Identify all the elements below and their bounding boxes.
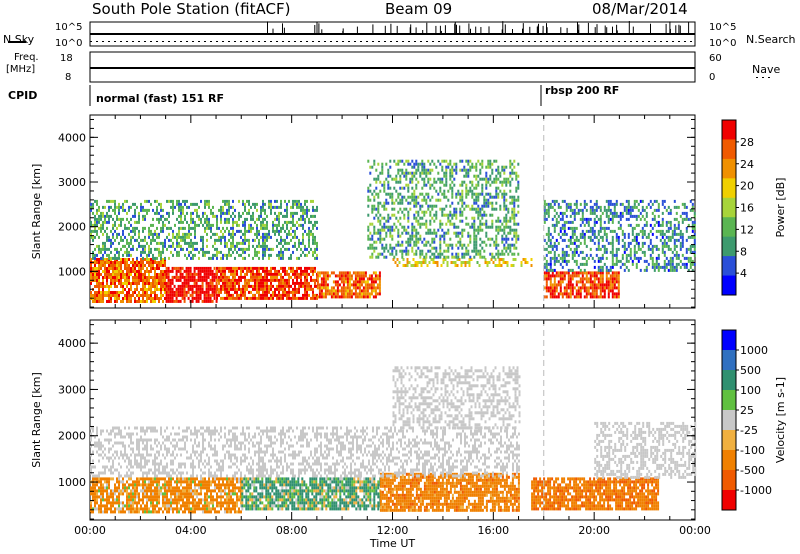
power-colorbar-swatch <box>722 275 736 296</box>
velocity-colorbar-swatch <box>722 490 736 511</box>
freq-label-line2: [MHz] <box>6 64 36 75</box>
velocity-colorbar-label: Velocity [m s-1] <box>774 377 787 463</box>
power-colorbar-tick: 28 <box>740 136 754 149</box>
velocity-colorbar-tick: 1000 <box>740 344 768 357</box>
freq-tick-high: 18 <box>60 53 73 64</box>
velocity-xtick-label: 20:00 <box>578 524 610 537</box>
velocity-echo-band <box>90 477 242 514</box>
velocity-colorbar-swatch <box>722 470 736 491</box>
velocity-ytick-label: 1000 <box>58 476 86 489</box>
velocity-colorbar-swatch <box>722 330 736 351</box>
nsearch-label: N.Search <box>746 33 796 46</box>
velocity-xtick-label: 00:00 <box>74 524 106 537</box>
power-echo-band <box>367 159 520 259</box>
velocity-colorbar-tick: -25 <box>740 424 758 437</box>
power-colorbar-swatch <box>722 120 736 140</box>
velocity-xtick-label: 00:00 <box>679 524 711 537</box>
nsearch-tick-high: 10^5 <box>709 22 737 33</box>
cpid-segment-1: normal (fast) 151 RF <box>96 92 224 105</box>
velocity-colorbar-tick: -100 <box>740 444 765 457</box>
power-colorbar-tick: 20 <box>740 180 754 193</box>
power-colorbar-swatch <box>722 217 736 238</box>
power-colorbar-swatch <box>722 256 736 277</box>
power-echo-band <box>543 199 696 272</box>
power-ytick-label: 4000 <box>58 131 86 144</box>
power-colorbar-swatch <box>722 178 736 199</box>
velocity-xtick-label: 08:00 <box>276 524 308 537</box>
nsky-tick-low: 10^0 <box>55 38 83 49</box>
velocity-colorbar-swatch <box>722 450 736 471</box>
velocity-colorbar-swatch <box>722 350 736 371</box>
power-ylabel: Slant Range [km] <box>30 164 43 260</box>
station-title: South Pole Station (fitACF) <box>92 0 291 18</box>
velocity-ytick-label: 4000 <box>58 337 86 350</box>
nave-legend-dots <box>754 77 774 79</box>
cpid-segment-2: rbsp 200 RF <box>545 84 620 97</box>
power-colorbar-label: Power [dB] <box>774 178 787 238</box>
power-ytick-label: 2000 <box>58 221 86 234</box>
noise-spikes <box>267 21 690 34</box>
power-colorbar-tick: 4 <box>740 267 747 280</box>
velocity-panel: 1000 2000 3000 4000 00:00 04:00 08:00 12:00 16:0… <box>30 319 711 550</box>
cpid-label: CPID <box>8 89 38 102</box>
velocity-colorbar-tick: 100 <box>740 384 761 397</box>
power-echo-band <box>90 199 318 260</box>
velocity-colorbar-tick: 500 <box>740 364 761 377</box>
velocity-colorbar-tick: 25 <box>740 404 754 417</box>
velocity-colorbar-tick: -500 <box>740 464 765 477</box>
nsearch-tick-low: 10^0 <box>709 38 737 49</box>
power-colorbar-tick: 24 <box>740 158 754 171</box>
date-title: 08/Mar/2014 <box>592 0 688 18</box>
velocity-colorbar-frame <box>721 329 737 511</box>
power-colorbar-tick: 8 <box>740 245 747 258</box>
velocity-colorbar-swatch <box>722 390 736 411</box>
power-colorbar-swatch <box>722 197 736 218</box>
nave-label: Nave <box>752 63 781 76</box>
power-panel: 1000 2000 3000 4000 Slant Range [km] <box>30 114 696 309</box>
freq-label-line1: Freq. <box>14 52 39 63</box>
velocity-xtick-label: 16:00 <box>477 524 509 537</box>
velocity-colorbar-tick: -1000 <box>740 484 772 497</box>
power-echo-band <box>90 258 166 303</box>
velocity-ylabel: Slant Range [km] <box>30 372 43 468</box>
nsky-tick-high: 10^5 <box>55 22 83 33</box>
velocity-colorbar-swatch <box>722 370 736 391</box>
velocity-ytick-label: 3000 <box>58 383 86 396</box>
power-colorbar: 28 24 20 16 12 8 4 Power [dB] <box>721 119 787 296</box>
velocity-xlabel: Time UT <box>369 537 415 550</box>
noise-search-trace <box>90 40 695 42</box>
power-colorbar-swatch <box>722 236 736 257</box>
power-echo-band <box>165 266 218 303</box>
velocity-ytick-label: 2000 <box>58 430 86 443</box>
velocity-colorbar-swatch <box>722 430 736 451</box>
velocity-echo-band <box>531 477 660 511</box>
velocity-xtick-label: 04:00 <box>175 524 207 537</box>
velocity-colorbar: 1000 500 100 25 -25 -100 -500 -1000 Velocity [m … <box>721 329 787 511</box>
power-colorbar-tick: 12 <box>740 223 754 236</box>
velocity-echoes <box>90 366 697 514</box>
velocity-echo-band <box>594 421 697 479</box>
velocity-echo-band <box>392 366 521 430</box>
velocity-echo-band <box>90 426 520 478</box>
power-echo-band <box>216 266 318 300</box>
velocity-xtick-label: 12:00 <box>377 524 409 537</box>
power-ytick-label: 1000 <box>58 265 86 278</box>
nave-tick-low: 0 <box>709 72 716 83</box>
nsearch-legend-dots <box>760 46 790 48</box>
power-ytick-label: 3000 <box>58 176 86 189</box>
power-echoes <box>90 159 696 303</box>
power-colorbar-tick: 16 <box>740 202 754 215</box>
nave-tick-high: 60 <box>709 53 722 64</box>
power-colorbar-swatch <box>722 158 736 179</box>
power-echo-band <box>316 271 381 299</box>
velocity-echo-band <box>241 477 382 511</box>
nave-trace <box>90 62 695 64</box>
power-echo-band <box>543 271 620 299</box>
beam-title: Beam 09 <box>385 0 453 18</box>
power-echo-band <box>392 258 533 267</box>
freq-tick-low: 8 <box>65 72 72 83</box>
power-colorbar-swatch <box>722 139 736 160</box>
velocity-colorbar-swatch <box>722 410 736 431</box>
